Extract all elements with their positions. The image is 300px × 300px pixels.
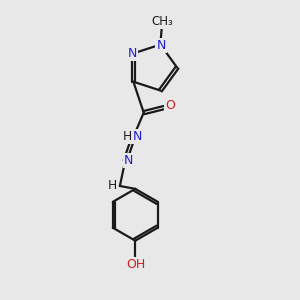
Text: N: N (124, 154, 134, 167)
Text: OH: OH (126, 258, 146, 271)
Text: H: H (122, 130, 132, 143)
Text: O: O (165, 99, 175, 112)
Text: N: N (132, 130, 142, 143)
Text: N: N (127, 47, 136, 61)
Text: CH₃: CH₃ (152, 15, 173, 28)
Text: N: N (156, 39, 166, 52)
Text: H: H (108, 179, 117, 192)
